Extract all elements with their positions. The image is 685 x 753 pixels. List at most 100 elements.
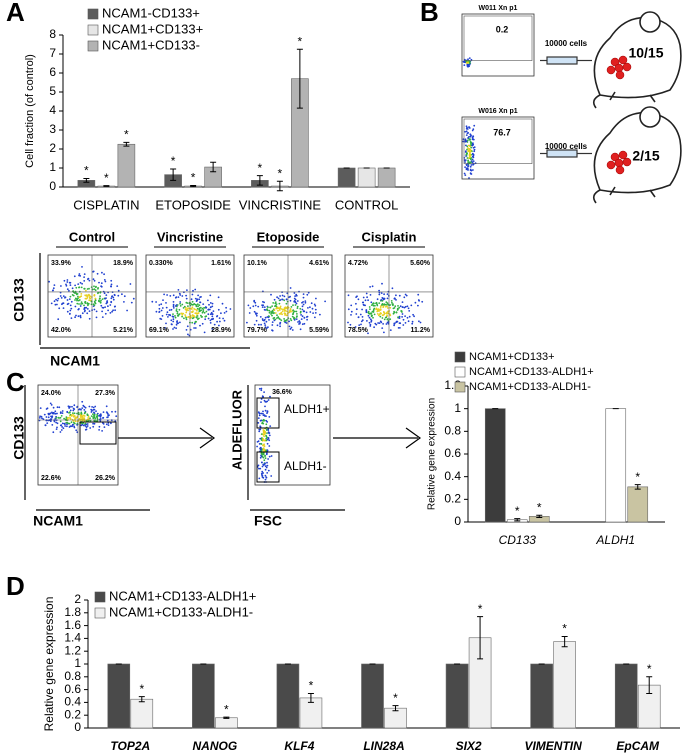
bar — [215, 717, 238, 729]
quadrant-percent: 22.6% — [41, 475, 62, 482]
event-dot — [194, 297, 197, 300]
y-tick-label: 0 — [454, 514, 461, 528]
event-dot — [181, 315, 184, 318]
significance-star: * — [104, 171, 109, 185]
event-dot — [264, 405, 266, 408]
event-dot — [172, 294, 175, 297]
event-dot — [290, 306, 293, 308]
event-dot — [419, 321, 422, 324]
gate-percent: 76.7 — [493, 127, 511, 137]
event-dot — [378, 289, 380, 292]
event-dot — [402, 324, 405, 326]
event-dot — [465, 125, 468, 128]
event-dot — [277, 316, 280, 319]
quadrant-percent: 79.7% — [247, 327, 268, 334]
event-dot — [207, 317, 210, 320]
event-dot — [385, 323, 388, 325]
event-dot — [72, 412, 74, 414]
event-dot — [110, 297, 113, 300]
event-dot — [277, 297, 280, 300]
y-tick-label: 8 — [49, 27, 56, 41]
quadrant-percent: 24.0% — [41, 390, 62, 397]
event-dot — [472, 128, 475, 131]
event-dot — [60, 429, 63, 431]
event-dot — [253, 300, 256, 303]
error-bar — [307, 692, 314, 703]
event-dot — [302, 301, 304, 303]
event-dot — [468, 177, 470, 179]
event-dot — [293, 297, 296, 300]
event-dot — [465, 150, 467, 153]
event-dot — [299, 328, 302, 331]
event-dot — [69, 312, 71, 315]
event-dot — [77, 295, 79, 298]
cell-count: 10000 cells — [545, 39, 588, 48]
event-dot — [417, 293, 420, 296]
event-dot — [185, 316, 188, 319]
event-dot — [88, 299, 91, 302]
event-dot — [203, 331, 206, 334]
event-dot — [84, 302, 87, 304]
event-dot — [464, 161, 466, 163]
event-dot — [205, 310, 208, 313]
quadrant-percent: 78.5% — [348, 327, 369, 334]
event-dot — [67, 405, 70, 408]
event-dot — [93, 279, 96, 282]
event-dot — [71, 425, 73, 428]
event-dot — [112, 296, 115, 299]
event-dot — [472, 146, 475, 149]
event-dot — [379, 315, 382, 318]
event-dot — [274, 305, 276, 307]
sample-label: W016 Xn p1 — [478, 108, 517, 115]
axis-title: CD133 — [11, 278, 27, 322]
event-dot — [190, 298, 193, 301]
event-dot — [253, 323, 256, 326]
event-dot — [85, 306, 88, 309]
significance-star: * — [298, 34, 303, 48]
event-dot — [279, 306, 282, 309]
event-dot — [73, 426, 76, 429]
event-dot — [257, 440, 260, 443]
event-dot — [258, 412, 261, 415]
event-dot — [267, 326, 269, 329]
event-dot — [168, 314, 170, 316]
y-tick-label: 1 — [74, 656, 81, 670]
event-dot — [467, 159, 469, 162]
event-dot — [176, 312, 179, 315]
event-dot — [270, 475, 273, 477]
event-dot — [201, 307, 204, 310]
event-dot — [260, 455, 263, 458]
event-dot — [367, 314, 370, 317]
event-dot — [87, 304, 89, 307]
event-dot — [279, 299, 282, 301]
significance-star: * — [635, 470, 640, 484]
event-dot — [297, 321, 299, 323]
event-dot — [46, 407, 49, 410]
event-dot — [81, 282, 83, 285]
event-dot — [347, 294, 350, 297]
event-dot — [54, 412, 57, 415]
event-dot — [93, 288, 96, 291]
event-dot — [268, 445, 271, 447]
event-dot — [268, 439, 271, 442]
event-dot — [95, 410, 97, 412]
event-dot — [172, 318, 175, 321]
event-dot — [179, 305, 182, 307]
event-dot — [377, 322, 379, 324]
event-dot — [468, 150, 471, 153]
error-bar — [223, 716, 230, 719]
event-dot — [211, 302, 214, 305]
event-dot — [83, 276, 85, 278]
event-dot — [389, 318, 392, 321]
event-dot — [381, 297, 384, 300]
event-dot — [260, 442, 262, 445]
event-dot — [403, 296, 406, 299]
event-dot — [55, 421, 57, 424]
event-dot — [464, 130, 466, 133]
y-tick-label: 0.2 — [444, 492, 461, 506]
event-dot — [298, 320, 301, 322]
event-dot — [56, 299, 59, 302]
event-dot — [262, 300, 264, 303]
event-dot — [175, 323, 178, 326]
event-dot — [94, 286, 97, 289]
